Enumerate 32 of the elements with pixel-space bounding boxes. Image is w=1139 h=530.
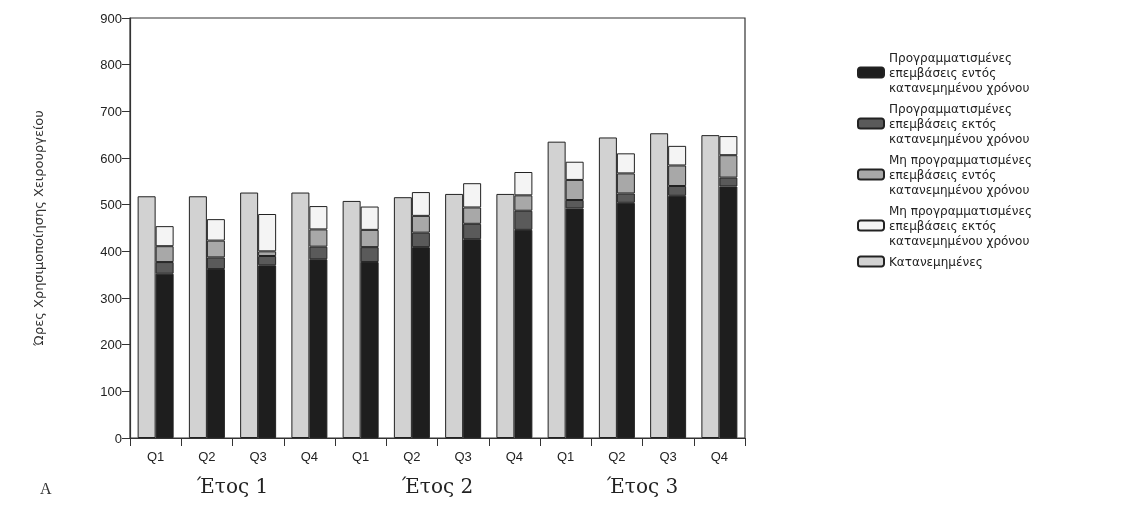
y-tick-label: 0 — [114, 430, 122, 446]
text: Έτος 3 — [606, 474, 679, 498]
y-tick-label: 800 — [100, 57, 122, 73]
legend-label: Προγραμματισμένες επεμβάσεις εκτός κατανεμημένου χρόνου — [889, 101, 1030, 146]
legend-label: Μη προγραμματισμένες επεμβάσεις εντός κατανεμημένου χρόνου — [889, 152, 1036, 197]
x-tick-label: Q4 — [300, 449, 319, 464]
y-tick-label: 900 — [100, 10, 122, 26]
legend-label: Κατανεμημένες — [889, 254, 983, 269]
y-tick-label: 400 — [100, 243, 122, 259]
y-tick-label: 300 — [100, 290, 122, 306]
y-tick-label: 600 — [100, 150, 122, 166]
legend-label: Προγραμματισμένες επεμβάσεις εντός κατανεμημένου χρόνου — [889, 50, 1030, 95]
x-tick-label: Q4 — [505, 449, 524, 464]
x-tick-label: Q2 — [403, 449, 421, 464]
y-tick-label: 500 — [100, 197, 122, 213]
x-tick-label: Q2 — [608, 449, 626, 464]
x-tick-label: Q1 — [351, 449, 370, 464]
text: Έτος 2 — [401, 474, 474, 498]
text: Έτος 1 — [196, 474, 269, 498]
x-tick-label: Q1 — [556, 449, 575, 464]
x-tick-label: Q2 — [198, 449, 216, 464]
y-tick-label: 100 — [100, 383, 122, 399]
legend-label: Μη προγραμματισμένες επεμβάσεις εκτός κατανεμημένου χρόνου — [889, 203, 1036, 248]
text: A — [40, 479, 52, 497]
y-axis-title: Ώρες Χρησιμοποίησης Χειρουργείου — [31, 110, 46, 347]
y-tick-label: 200 — [100, 337, 122, 353]
y-tick-label: 700 — [100, 103, 122, 119]
x-tick-label: Q4 — [710, 449, 729, 464]
x-tick-label: Q3 — [249, 449, 267, 464]
x-tick-label: Q3 — [659, 449, 677, 464]
x-tick-label: Q3 — [454, 449, 472, 464]
x-tick-label: Q1 — [146, 449, 165, 464]
